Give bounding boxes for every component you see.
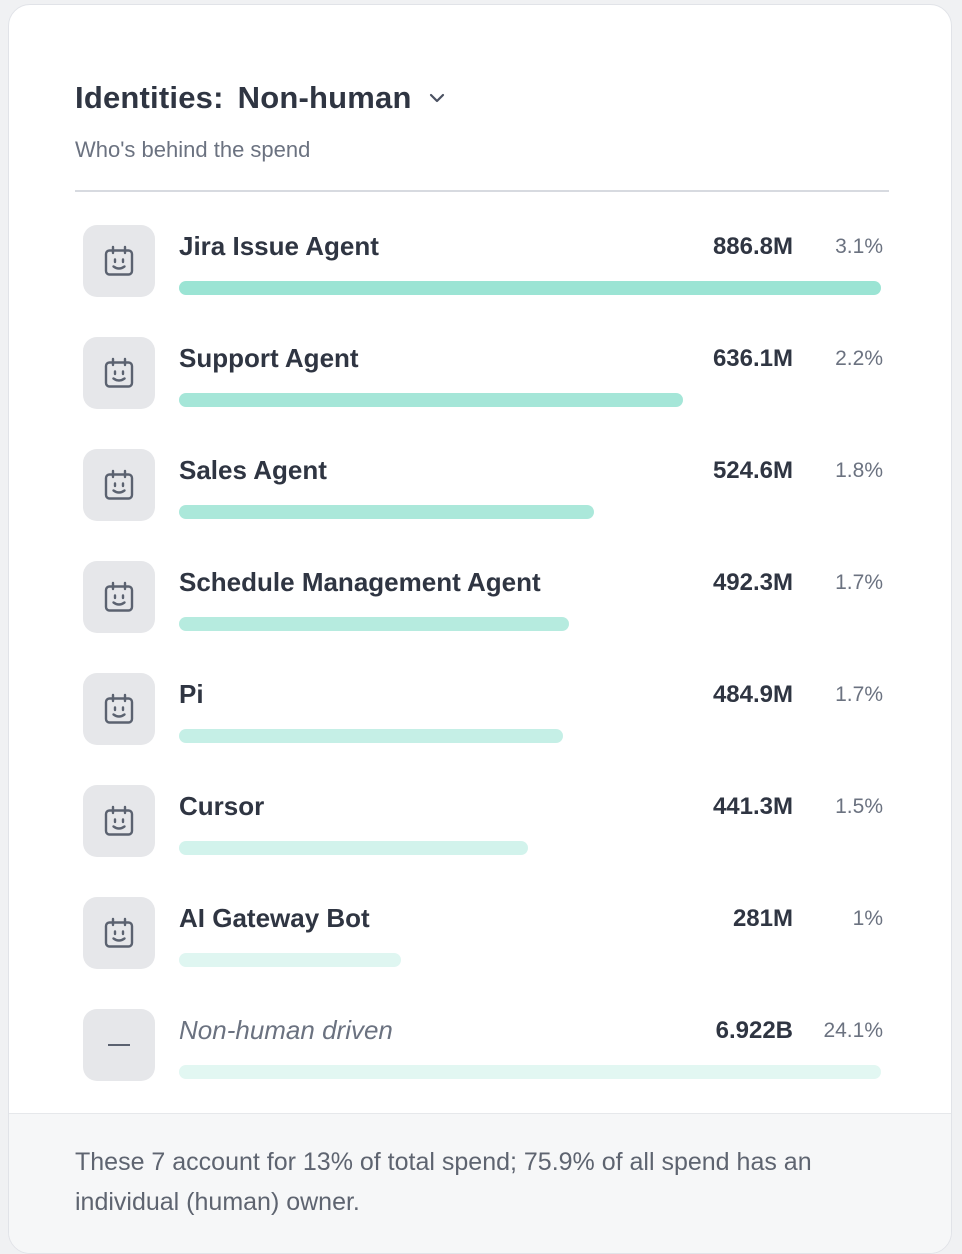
- spend-value: 281M: [732, 905, 793, 932]
- spend-bar-track: [179, 729, 881, 743]
- identity-name: AI Gateway Bot: [179, 903, 370, 933]
- identity-avatar: [83, 785, 155, 857]
- chevron-down-icon[interactable]: [426, 87, 448, 109]
- identity-name: Non-human driven: [179, 1015, 393, 1045]
- identity-name: Sales Agent: [179, 455, 327, 485]
- identity-row[interactable]: Non-human driven 6.922B 24.1%: [83, 1009, 883, 1121]
- identities-card: Identities: Non-human Who's behind the s…: [8, 4, 952, 1254]
- spend-value: 484.9M: [712, 681, 793, 708]
- spend-value: 524.6M: [712, 457, 793, 484]
- robot-icon: [102, 244, 136, 278]
- identity-name: Schedule Management Agent: [179, 567, 541, 597]
- spend-percent: 1%: [852, 907, 883, 930]
- identity-row[interactable]: Cursor 441.3M 1.5%: [83, 785, 883, 897]
- card-header: Identities: Non-human Who's behind the s…: [75, 77, 889, 163]
- identity-type-dropdown[interactable]: Identities: Non-human: [75, 77, 889, 119]
- identity-row[interactable]: Jira Issue Agent 886.8M 3.1%: [83, 225, 883, 337]
- dash-icon: [108, 1044, 130, 1046]
- robot-icon: [102, 468, 136, 502]
- identity-avatar: [83, 1009, 155, 1081]
- spend-bar-track: [179, 841, 881, 855]
- spend-bar-track: [179, 617, 881, 631]
- spend-bar: [179, 505, 594, 519]
- spend-value: 492.3M: [712, 569, 793, 596]
- card-footer: These 7 account for 13% of total spend; …: [9, 1113, 951, 1253]
- footer-summary: These 7 account for 13% of total spend; …: [75, 1148, 812, 1216]
- spend-bar-track: [179, 953, 881, 967]
- spend-percent: 24.1%: [823, 1019, 883, 1042]
- card-subtitle: Who's behind the spend: [75, 137, 311, 162]
- spend-bar: [179, 1065, 881, 1079]
- spend-percent: 1.8%: [835, 459, 883, 482]
- robot-icon: [102, 580, 136, 614]
- title-prefix: Identities:: [75, 80, 224, 115]
- spend-percent: 1.7%: [835, 571, 883, 594]
- spend-bar: [179, 393, 683, 407]
- robot-icon: [102, 916, 136, 950]
- identity-list: Jira Issue Agent 886.8M 3.1% Support Agent…: [83, 225, 883, 1121]
- identity-name: Jira Issue Agent: [179, 231, 379, 261]
- spend-bar: [179, 281, 881, 295]
- identity-avatar: [83, 897, 155, 969]
- identity-row[interactable]: Support Agent 636.1M 2.2%: [83, 337, 883, 449]
- spend-bar-track: [179, 505, 881, 519]
- robot-icon: [102, 356, 136, 390]
- identity-name: Support Agent: [179, 343, 359, 373]
- spend-value: 886.8M: [712, 233, 793, 260]
- header-divider: [75, 190, 889, 192]
- identity-avatar: [83, 337, 155, 409]
- identity-row[interactable]: AI Gateway Bot 281M 1%: [83, 897, 883, 1009]
- spend-bar-track: [179, 393, 881, 407]
- spend-percent: 1.5%: [835, 795, 883, 818]
- identity-name: Pi: [179, 679, 204, 709]
- spend-value: 441.3M: [712, 793, 793, 820]
- spend-bar-track: [179, 281, 881, 295]
- spend-percent: 3.1%: [835, 235, 883, 258]
- spend-value: 6.922B: [715, 1017, 793, 1044]
- identity-row[interactable]: Pi 484.9M 1.7%: [83, 673, 883, 785]
- title-selected-value: Non-human: [237, 80, 412, 115]
- spend-bar: [179, 617, 569, 631]
- spend-bar: [179, 841, 528, 855]
- identity-avatar: [83, 673, 155, 745]
- spend-bar: [179, 729, 563, 743]
- identity-name: Cursor: [179, 791, 265, 821]
- robot-icon: [102, 804, 136, 838]
- spend-bar: [179, 953, 401, 967]
- identity-avatar: [83, 225, 155, 297]
- spend-percent: 1.7%: [835, 683, 883, 706]
- spend-percent: 2.2%: [835, 347, 883, 370]
- spend-bar-track: [179, 1065, 881, 1079]
- identity-row[interactable]: Schedule Management Agent 492.3M 1.7%: [83, 561, 883, 673]
- robot-icon: [102, 692, 136, 726]
- identity-avatar: [83, 561, 155, 633]
- identity-row[interactable]: Sales Agent 524.6M 1.8%: [83, 449, 883, 561]
- identity-avatar: [83, 449, 155, 521]
- spend-value: 636.1M: [712, 345, 793, 372]
